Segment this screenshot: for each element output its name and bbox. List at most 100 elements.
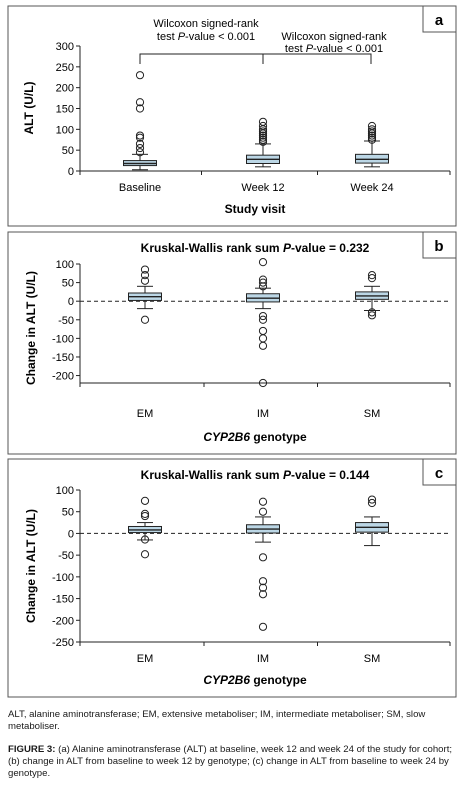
panel-c-letter-box bbox=[422, 458, 457, 486]
category-label: SM bbox=[364, 408, 381, 420]
category-label: EM bbox=[137, 653, 154, 665]
outlier-point bbox=[135, 139, 145, 149]
outlier-point bbox=[367, 135, 377, 144]
panel-a-plot: 0 50 100 150 200 250 300 Baseline Week 12 Week 24 bbox=[56, 41, 451, 194]
y-tick-label: 0 bbox=[68, 296, 74, 308]
outlier-point bbox=[258, 577, 268, 586]
outlier-point bbox=[140, 550, 150, 559]
panel-a-annotation-2-line2: test P-value < 0.001 bbox=[285, 43, 383, 55]
y-tick-label: -200 bbox=[52, 371, 74, 383]
y-tick-label: 100 bbox=[56, 485, 74, 497]
outlier-point bbox=[367, 308, 377, 317]
y-tick-label: 50 bbox=[62, 145, 74, 157]
panel-b-plot: -200 -150 -100 -50 0 50 100 EM IM SM bbox=[52, 258, 451, 420]
y-tick-label: -100 bbox=[52, 572, 74, 584]
y-tick-label: 300 bbox=[56, 41, 74, 53]
outlier-point bbox=[258, 326, 268, 336]
y-tick-label: 250 bbox=[56, 62, 74, 74]
outlier-point bbox=[140, 271, 150, 280]
panel-a-letter-box bbox=[422, 5, 457, 33]
outlier-point bbox=[367, 131, 377, 140]
category-label: IM bbox=[257, 653, 269, 665]
outlier-point bbox=[367, 498, 377, 508]
outlier-point bbox=[258, 278, 268, 287]
outlier-point bbox=[367, 271, 377, 280]
outlier-point bbox=[140, 315, 150, 324]
panel-b-letter: b bbox=[434, 238, 443, 255]
outlier-point bbox=[258, 315, 268, 324]
panel-c-ylabel: Change in ALT (U/L) bbox=[24, 509, 38, 623]
y-tick-label: -100 bbox=[52, 333, 74, 345]
abbreviations-note: ALT, alanine aminotransferase; EM, exten… bbox=[8, 709, 426, 732]
panel-b-ylabel: Change in ALT (U/L) bbox=[24, 271, 38, 385]
outlier-point bbox=[258, 583, 268, 592]
outlier-point bbox=[367, 311, 377, 320]
panel-a: a Wilcoxon signed-rank test P-value < 0.… bbox=[7, 5, 457, 227]
y-tick-label: 100 bbox=[56, 259, 74, 271]
panel-b-xlabel: CYP2B6 genotype bbox=[203, 430, 307, 444]
panel-c-frame bbox=[7, 458, 457, 698]
y-tick-label: 150 bbox=[56, 104, 74, 116]
figure-label: FIGURE 3: bbox=[8, 744, 56, 755]
panel-c-xlabel: CYP2B6 genotype bbox=[203, 673, 307, 687]
outlier-point bbox=[258, 507, 268, 516]
outlier-point bbox=[258, 135, 268, 144]
outlier-point bbox=[135, 98, 145, 107]
outlier-point bbox=[258, 127, 268, 136]
y-tick-label: -50 bbox=[58, 550, 74, 562]
outlier-point bbox=[140, 496, 150, 505]
outlier-point bbox=[135, 143, 145, 153]
outlier-point bbox=[135, 148, 145, 157]
y-tick-label: 100 bbox=[56, 124, 74, 136]
panel-a-annotation-2-line1: Wilcoxon signed-rank bbox=[281, 31, 387, 43]
panel-c: c Kruskal-Wallis rank sum P-value = 0.14… bbox=[7, 458, 457, 698]
panel-a-significance-bracket bbox=[139, 53, 372, 64]
outlier-point bbox=[140, 265, 150, 274]
outlier-point bbox=[367, 125, 377, 134]
outlier-point bbox=[258, 590, 268, 599]
panel-b-letter-box bbox=[422, 231, 457, 259]
panel-a-annotation-1-line2: test P-value < 0.001 bbox=[157, 31, 255, 43]
outlier-point bbox=[367, 127, 377, 136]
panel-a-xlabel: Study visit bbox=[225, 202, 286, 216]
outlier-point bbox=[135, 133, 145, 142]
outlier-point bbox=[258, 121, 268, 131]
outlier-point bbox=[367, 274, 377, 283]
y-tick-label: 50 bbox=[62, 278, 74, 290]
category-label: IM bbox=[257, 408, 269, 420]
panel-b-frame bbox=[7, 231, 457, 455]
outlier-point bbox=[140, 535, 150, 544]
figure-caption: FIGURE 3: (a) Alanine aminotransferase (… bbox=[8, 744, 456, 780]
y-tick-label: 50 bbox=[62, 507, 74, 519]
y-tick-label: 0 bbox=[68, 166, 74, 178]
panel-c-letter: c bbox=[435, 465, 443, 482]
y-tick-label: -50 bbox=[58, 315, 74, 327]
outlier-point bbox=[258, 258, 268, 267]
category-label: EM bbox=[137, 408, 154, 420]
outlier-point bbox=[367, 133, 377, 142]
outlier-point bbox=[140, 509, 150, 518]
outlier-point bbox=[258, 133, 268, 142]
outlier-point bbox=[258, 341, 268, 350]
figure-caption-text: (a) Alanine aminotransferase (ALT) at ba… bbox=[8, 744, 453, 779]
y-tick-label: -150 bbox=[52, 352, 74, 364]
outlier-point bbox=[367, 495, 377, 504]
outlier-point bbox=[258, 497, 268, 506]
y-tick-label: -150 bbox=[52, 594, 74, 606]
panel-c-plot: -250 -200 -150 -100 -50 0 50 100 EM IM SM bbox=[52, 485, 451, 665]
outlier-point bbox=[140, 276, 150, 285]
y-tick-label: 0 bbox=[68, 528, 74, 540]
outlier-point bbox=[135, 71, 145, 80]
panel-c-title: Kruskal-Wallis rank sum P-value = 0.144 bbox=[141, 468, 370, 482]
outlier-point bbox=[258, 117, 268, 126]
category-label: Week 24 bbox=[350, 182, 393, 194]
outlier-point bbox=[258, 275, 268, 284]
category-label: Week 12 bbox=[241, 182, 284, 194]
y-tick-label: -200 bbox=[52, 615, 74, 627]
outlier-point bbox=[367, 121, 377, 131]
category-label: Baseline bbox=[119, 182, 161, 194]
outlier-point bbox=[135, 104, 145, 113]
y-tick-label: -250 bbox=[52, 637, 74, 649]
outlier-point bbox=[258, 282, 268, 291]
outlier-point bbox=[258, 622, 268, 631]
